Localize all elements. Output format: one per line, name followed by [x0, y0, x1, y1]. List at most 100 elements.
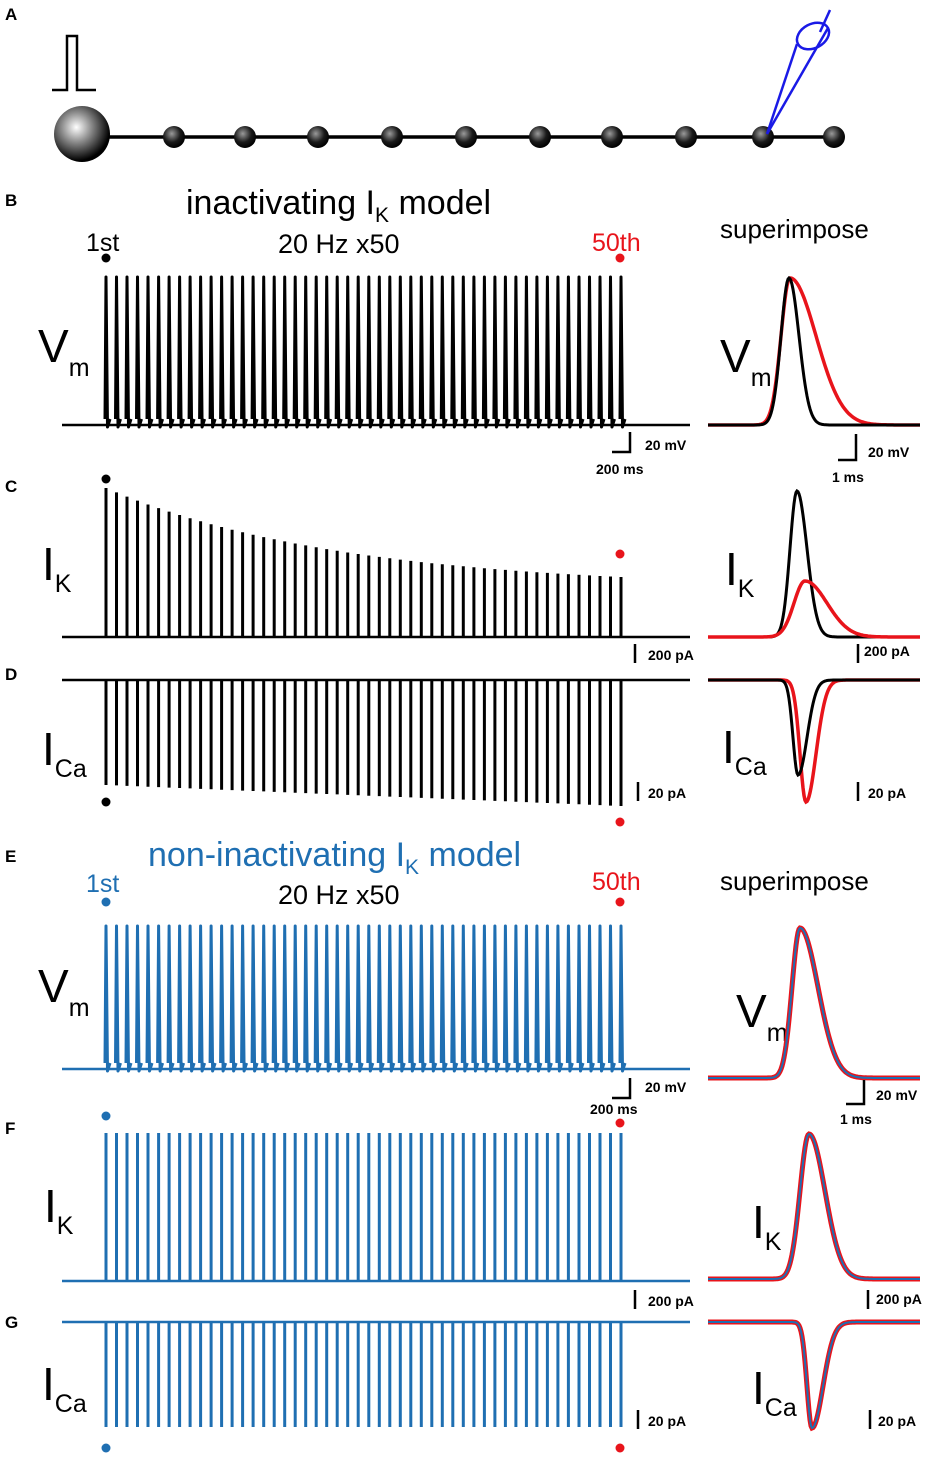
vm-spike — [418, 924, 427, 1073]
vm-spike — [387, 275, 396, 429]
vm-spike — [565, 275, 574, 429]
vm-spike — [124, 924, 133, 1073]
section1-stim-label: 20 Hz x50 — [278, 229, 400, 259]
vm-spike — [313, 275, 322, 429]
vm-spike — [124, 275, 133, 429]
section2-scale-bars: 20 mV 200 ms 20 mV 1 ms 200 pA 200 pA 20… — [590, 1078, 922, 1429]
axon-node — [601, 126, 623, 148]
first-spike-marker — [101, 1443, 111, 1453]
vm-spike — [576, 924, 585, 1073]
svg-text:20 mV: 20 mV — [876, 1087, 918, 1103]
vm-spike — [334, 275, 343, 429]
vm-spike — [544, 275, 553, 429]
vm-spike — [471, 924, 480, 1073]
vm-spike — [282, 924, 291, 1073]
vm-spike — [376, 924, 385, 1073]
ik-sup-1st-trace — [708, 488, 920, 639]
section2-stim-label: 20 Hz x50 — [278, 880, 400, 910]
ica-sup-1st-trace — [708, 1321, 920, 1430]
axon-node — [381, 126, 403, 148]
vm-spike — [481, 924, 490, 1073]
vm-spike — [397, 924, 406, 1073]
last-spike-marker — [615, 817, 625, 827]
vm-spike — [303, 275, 312, 429]
vm-spike — [597, 924, 606, 1073]
vm-spike — [177, 924, 186, 1073]
vm-spike — [103, 275, 112, 429]
vm-spike — [618, 924, 627, 1073]
recording-electrode-icon — [765, 9, 832, 135]
section1-scale-bars: 20 mV 200 ms 20 mV 1 ms 200 pA 200 pA 20… — [596, 432, 910, 801]
first-spike-marker — [101, 1111, 111, 1121]
vm-sup-1st-trace — [708, 276, 920, 427]
last-spike-marker — [615, 1443, 625, 1453]
axon-node — [823, 126, 845, 148]
e-vm-label: Vm — [38, 960, 90, 1022]
ik-sup-50th-trace — [708, 579, 920, 639]
vm-spike — [544, 924, 553, 1073]
section1-first-label: 1st — [86, 229, 119, 257]
last-spike-marker — [615, 1118, 625, 1128]
svg-text:200 ms: 200 ms — [590, 1101, 638, 1117]
section2-last-label: 50th — [592, 868, 641, 896]
svg-text:200 pA: 200 pA — [864, 643, 910, 659]
vm-spike — [156, 924, 165, 1073]
axon-node — [529, 126, 551, 148]
first-spike-marker — [101, 897, 111, 907]
section2-traces — [62, 897, 920, 1453]
vm-spike — [187, 924, 196, 1073]
last-spike-marker — [615, 897, 625, 907]
vm-spike — [587, 275, 595, 429]
section1-superimpose-label: superimpose — [720, 214, 869, 244]
vm-spike — [534, 924, 543, 1073]
panel-label-b: B — [5, 191, 17, 210]
vm-spike — [271, 275, 280, 429]
first-spike-marker — [101, 474, 111, 484]
vm-spike — [198, 275, 207, 429]
vm-spike — [345, 924, 354, 1073]
b-vm-sup-label: Vm — [720, 330, 772, 392]
vm-spike — [156, 275, 165, 429]
f-ik-sup-label: IK — [752, 1196, 782, 1256]
ica-sup-1st-trace — [708, 678, 920, 778]
vm-spike — [555, 275, 564, 429]
vm-spike — [376, 275, 385, 429]
vm-spike — [355, 924, 364, 1073]
vm-spike — [219, 275, 228, 429]
e-vm-sup-label: Vm — [736, 985, 788, 1047]
vm-spike — [471, 275, 480, 429]
vm-spike — [177, 275, 186, 429]
vm-spike — [523, 275, 532, 429]
section2-superimpose-label: superimpose — [720, 866, 869, 896]
vm-spike — [187, 275, 196, 429]
vm-spike — [618, 275, 627, 429]
axon-node — [163, 126, 185, 148]
first-spike-marker — [101, 253, 111, 263]
c-ik-sup-label: IK — [725, 543, 755, 603]
vm-spike — [103, 924, 112, 1073]
vm-spike — [513, 275, 522, 429]
vm-spike — [608, 924, 616, 1073]
vm-spike — [513, 924, 522, 1073]
panel-label-e: E — [5, 847, 16, 866]
vm-spike — [324, 924, 333, 1073]
vm-spike — [418, 275, 427, 429]
vm-spike — [208, 275, 217, 429]
svg-text:1 ms: 1 ms — [840, 1111, 872, 1127]
vm-spike — [114, 275, 122, 429]
vm-spike — [576, 275, 585, 429]
vm-spike — [292, 275, 301, 429]
vm-spike — [408, 275, 417, 429]
vm-spike — [460, 275, 469, 429]
d-ica-sup-label: ICa — [722, 721, 767, 781]
svg-text:20 mV: 20 mV — [645, 1079, 687, 1095]
vm-spike — [502, 275, 511, 429]
panel-label-a: A — [5, 5, 17, 24]
vm-spike — [439, 924, 448, 1073]
vm-spike — [114, 924, 122, 1073]
panel-label-g: G — [5, 1313, 18, 1332]
vm-spike — [219, 924, 228, 1073]
vm-spike — [481, 275, 490, 429]
vm-spike — [208, 924, 217, 1073]
